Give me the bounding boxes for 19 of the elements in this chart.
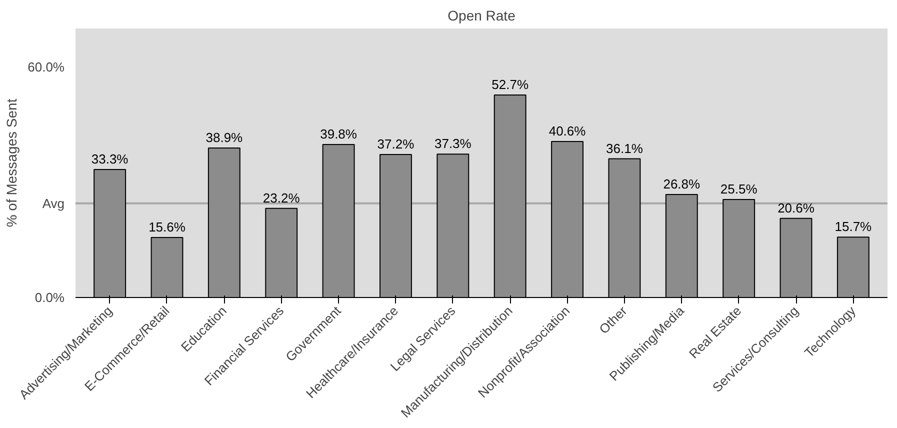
data-label: 38.9%	[206, 130, 244, 146]
data-label: 20.6%	[778, 200, 815, 216]
y-tick-label: 0.0%	[34, 290, 65, 305]
data-label: 33.3%	[91, 152, 129, 167]
data-label: 23.2%	[262, 190, 300, 206]
data-label: 40.6%	[548, 123, 586, 138]
y-axis-title: % of Messages Sent	[4, 98, 20, 228]
data-label: 39.8%	[320, 126, 358, 142]
data-label: 37.3%	[434, 136, 472, 152]
data-label: 37.2%	[377, 136, 415, 152]
y-tick-label: 60.0%	[28, 59, 65, 74]
data-label: 36.1%	[606, 140, 644, 156]
data-label: 26.8%	[663, 176, 701, 192]
ref-line-label: Avg	[42, 196, 65, 211]
data-label: 52.7%	[492, 76, 529, 92]
data-label: 15.6%	[148, 220, 186, 235]
data-label: 25.5%	[720, 182, 758, 197]
chart-title: Open Rate	[448, 8, 516, 24]
data-label: 15.7%	[834, 219, 872, 234]
